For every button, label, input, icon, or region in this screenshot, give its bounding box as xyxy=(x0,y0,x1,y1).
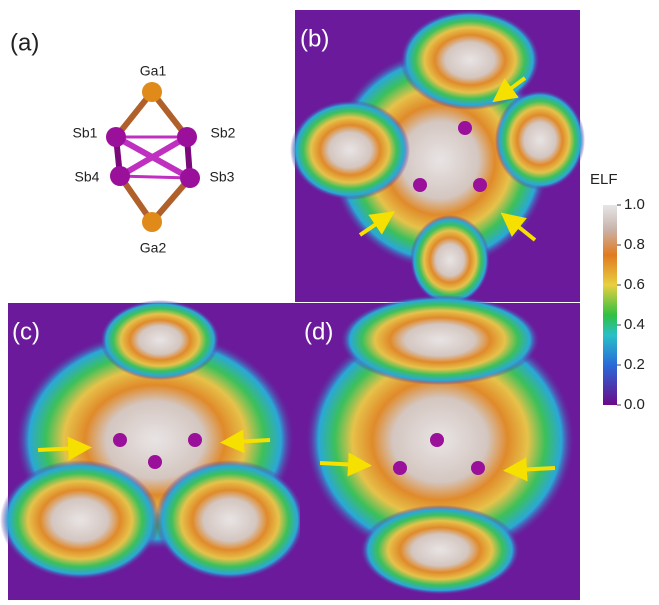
colorbar xyxy=(603,205,617,405)
tick-label: 0.0 xyxy=(624,396,645,413)
cluster-structure xyxy=(106,82,200,232)
tick-label: 0.8 xyxy=(624,236,645,253)
panel-label: (b) xyxy=(300,25,329,52)
figure: (a) Ga1 Sb1 Sb2 Sb4 Sb3 Ga2 (b) (c) xyxy=(0,0,659,605)
atom-label: Sb2 xyxy=(211,125,236,141)
elf-map xyxy=(0,300,305,600)
tick-label: 1.0 xyxy=(624,196,645,213)
atom-label: Sb4 xyxy=(75,169,100,185)
panel-label: (c) xyxy=(12,318,40,345)
atom-label: Ga1 xyxy=(140,63,167,79)
panel-label: (d) xyxy=(304,318,333,345)
atom-label: Ga2 xyxy=(140,240,167,256)
atom-label: Sb1 xyxy=(73,125,98,141)
panel-label: (a) xyxy=(10,29,39,56)
colorbar-title: ELF xyxy=(590,171,618,188)
tick-label: 0.4 xyxy=(624,316,645,333)
elf-map xyxy=(300,295,580,600)
elf-map xyxy=(290,10,585,305)
atom-label: Sb3 xyxy=(210,169,235,185)
tick-label: 0.6 xyxy=(624,276,645,293)
colorbar-ticks: 0.0 0.2 0.4 0.6 0.8 1.0 xyxy=(617,196,645,413)
tick-label: 0.2 xyxy=(624,356,645,373)
